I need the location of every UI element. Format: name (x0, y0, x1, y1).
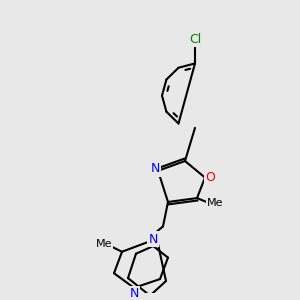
Text: N: N (129, 287, 139, 300)
Text: O: O (205, 171, 215, 184)
Text: Me: Me (96, 239, 112, 249)
Text: N: N (150, 162, 160, 175)
Text: N: N (148, 232, 158, 246)
Text: Cl: Cl (189, 32, 201, 46)
Text: Me: Me (207, 198, 223, 208)
